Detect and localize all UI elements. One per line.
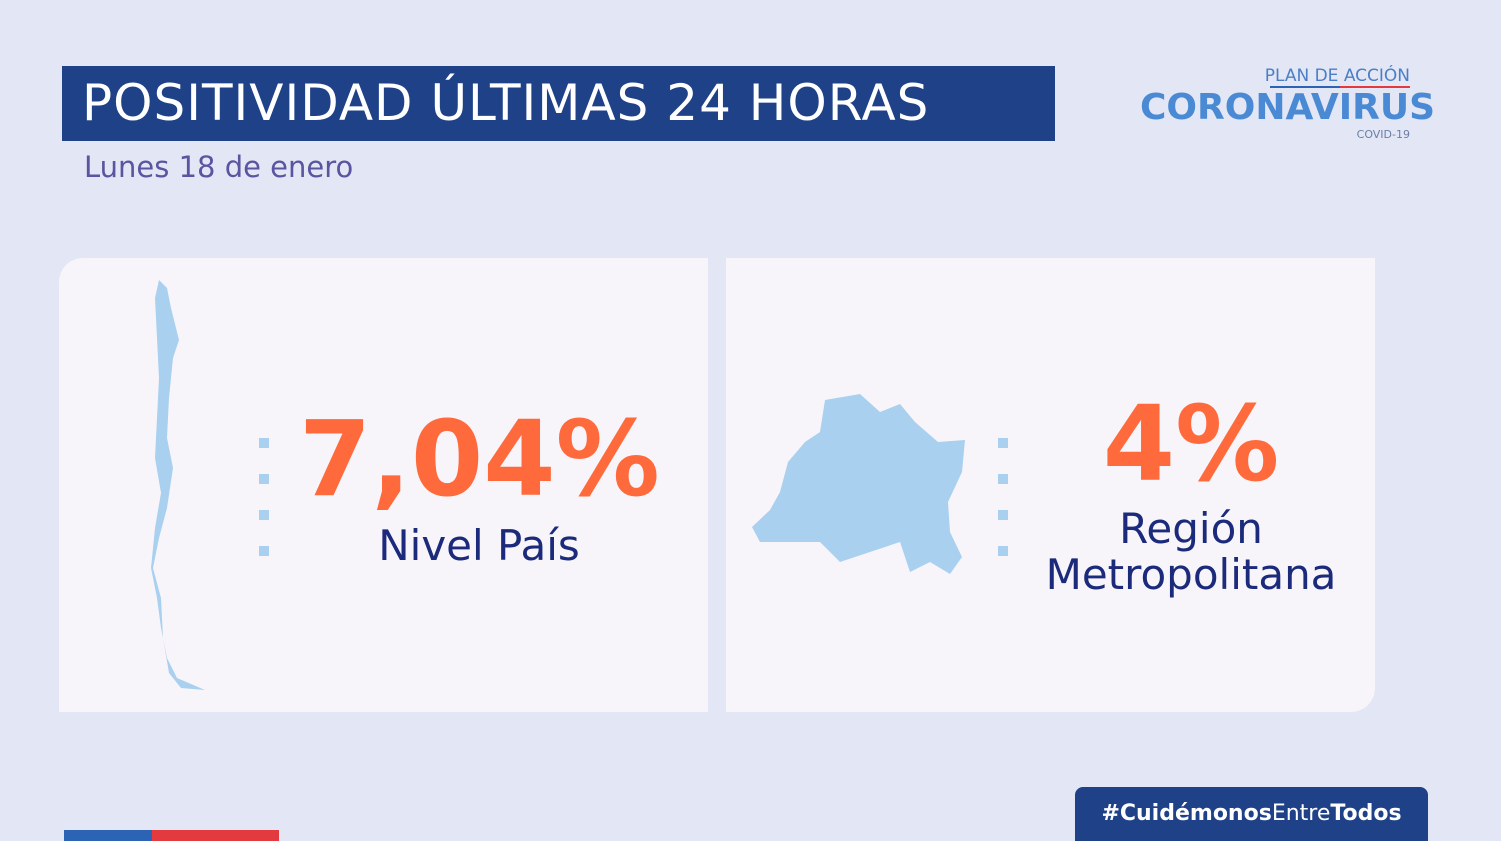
region-map (752, 394, 965, 574)
logo-top: PLAN DE ACCIÓN (1264, 66, 1410, 86)
hashtag: #CuidémonosEntreTodos (1075, 787, 1428, 841)
dot (998, 546, 1008, 556)
hashtag-part: Todos (1330, 801, 1402, 826)
logo-bottom: COVID-19 (1356, 128, 1410, 141)
title: POSITIVIDAD ÚLTIMAS 24 HORAS (62, 66, 1055, 141)
logo-rule (1270, 86, 1410, 88)
chile-map (151, 280, 205, 690)
dot (259, 438, 269, 448)
card: 4% Región Metropolitana (726, 258, 1375, 712)
dot (998, 438, 1008, 448)
dot (259, 546, 269, 556)
card: 7,04% Nivel País (59, 258, 708, 712)
dot (259, 510, 269, 520)
hashtag-part: Entre (1271, 801, 1331, 826)
dot (998, 474, 1008, 484)
label: Región Metropolitana (1045, 504, 1337, 599)
logo: PLAN DE ACCIÓN CORONAVIRUS COVID-19 (1140, 66, 1436, 141)
dot (259, 474, 269, 484)
value: 7,04% (299, 398, 660, 520)
hashtag-part: #Cuidémonos (1101, 801, 1272, 826)
subtitle: Lunes 18 de enero (84, 150, 354, 184)
flag-blue (64, 830, 152, 841)
flag-red (152, 830, 279, 841)
logo-main: CORONAVIRUS (1140, 87, 1436, 128)
value: 4% (1102, 383, 1280, 505)
label: Nivel País (378, 521, 580, 570)
dot (998, 510, 1008, 520)
